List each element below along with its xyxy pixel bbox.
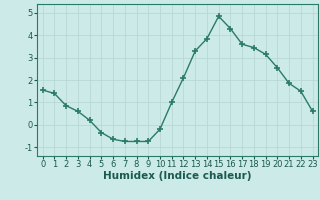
X-axis label: Humidex (Indice chaleur): Humidex (Indice chaleur) [103, 171, 252, 181]
